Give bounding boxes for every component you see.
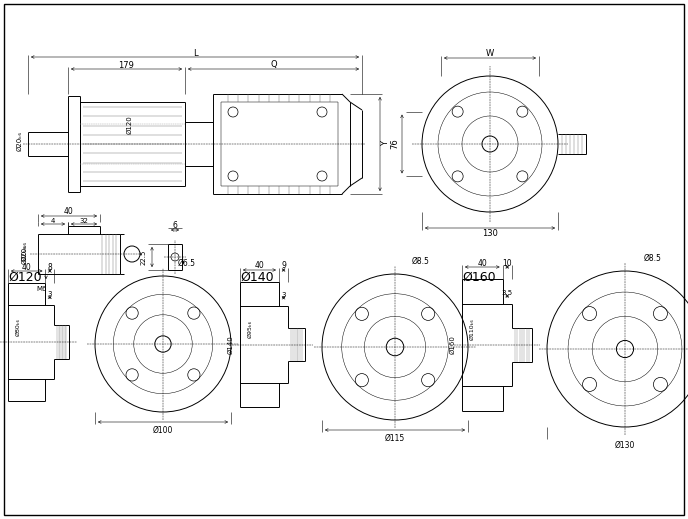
Text: 3: 3 xyxy=(281,292,286,298)
Text: Ø95ₖ₆: Ø95ₖ₆ xyxy=(248,320,253,338)
Text: 9: 9 xyxy=(281,262,286,270)
Text: 3.5: 3.5 xyxy=(502,290,513,296)
Text: 76: 76 xyxy=(391,139,400,149)
Text: Q: Q xyxy=(270,61,277,70)
Text: Ø100: Ø100 xyxy=(153,426,173,435)
Text: Ø160: Ø160 xyxy=(450,336,456,354)
Text: Ø120: Ø120 xyxy=(8,271,42,284)
Text: Ø120: Ø120 xyxy=(127,115,133,134)
Text: Ø115: Ø115 xyxy=(385,434,405,443)
Text: 40: 40 xyxy=(477,258,487,267)
Text: Ø140: Ø140 xyxy=(240,271,274,284)
Text: Ø120: Ø120 xyxy=(0,333,2,351)
Text: 40: 40 xyxy=(64,208,74,216)
Text: Ø20ₖ₆: Ø20ₖ₆ xyxy=(22,244,28,264)
Text: Ø80ₖ₆: Ø80ₖ₆ xyxy=(16,318,21,336)
Text: W: W xyxy=(486,49,494,59)
Text: 22.5: 22.5 xyxy=(141,249,147,265)
Text: 32: 32 xyxy=(80,218,89,224)
Text: Ø6.5: Ø6.5 xyxy=(178,259,196,268)
Text: 40: 40 xyxy=(22,263,32,271)
Text: 6: 6 xyxy=(173,222,178,230)
Text: Ø110ₖ₆: Ø110ₖ₆ xyxy=(470,318,475,339)
Text: Ø140: Ø140 xyxy=(228,335,234,354)
Text: 130: 130 xyxy=(482,228,498,238)
Text: Ø20ₖ₆: Ø20ₖ₆ xyxy=(22,241,28,261)
Text: 8: 8 xyxy=(47,263,52,271)
Text: M6: M6 xyxy=(36,286,47,292)
Text: 179: 179 xyxy=(118,61,134,70)
Text: 3: 3 xyxy=(47,292,52,297)
Text: 40: 40 xyxy=(255,262,264,270)
Text: Ø8.5: Ø8.5 xyxy=(411,257,429,266)
Text: 4: 4 xyxy=(51,218,55,224)
Text: Ø130: Ø130 xyxy=(615,441,635,450)
Text: Ø160: Ø160 xyxy=(462,271,495,284)
Text: Ø20ₖ₆: Ø20ₖ₆ xyxy=(17,131,23,151)
Text: Ø8.5: Ø8.5 xyxy=(643,254,661,263)
Text: L: L xyxy=(193,48,197,58)
Text: Y: Y xyxy=(382,142,391,146)
Text: 10: 10 xyxy=(502,258,512,267)
